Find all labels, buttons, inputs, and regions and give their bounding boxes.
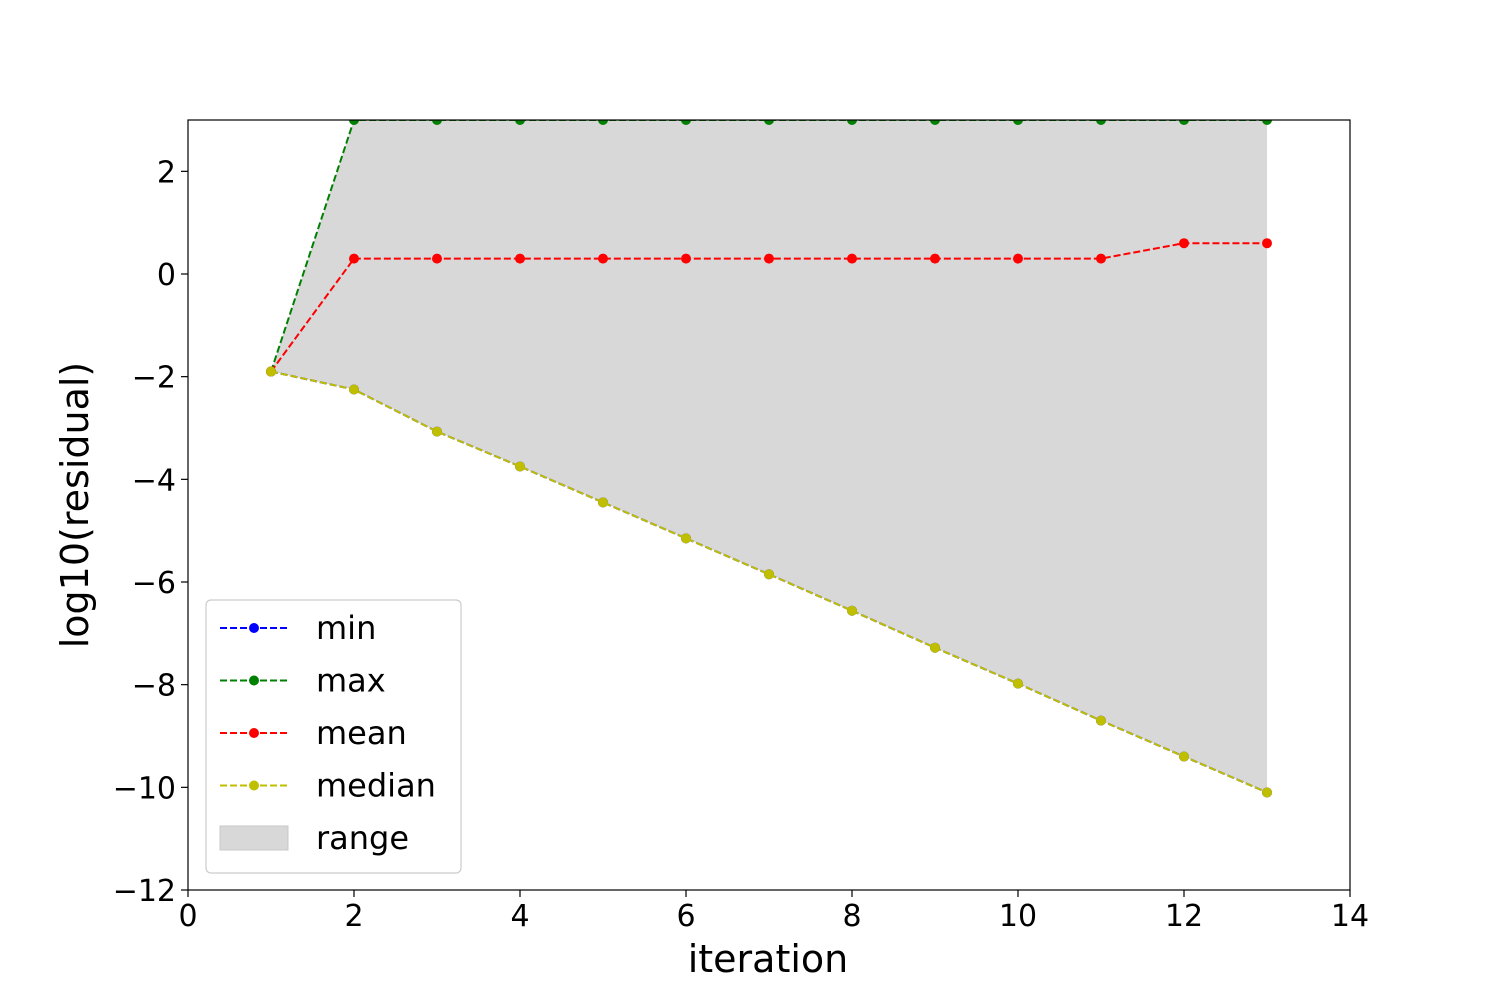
point-max-3 xyxy=(432,120,442,125)
point-max-12 xyxy=(1179,120,1189,125)
y-tick-label--6: −6 xyxy=(132,566,176,601)
point-max-8 xyxy=(847,120,857,125)
point-mean-2 xyxy=(349,253,359,264)
point-median-8 xyxy=(847,605,857,616)
point-median-4 xyxy=(515,461,525,472)
point-max-13 xyxy=(1262,120,1272,125)
range-band xyxy=(271,120,1267,793)
legend-marker-mean xyxy=(249,728,259,738)
x-tick-label-8: 8 xyxy=(842,899,861,934)
point-mean-3 xyxy=(432,253,442,264)
point-median-5 xyxy=(598,497,608,508)
x-axis-label: iteration xyxy=(688,937,849,981)
point-median-9 xyxy=(930,642,940,653)
point-mean-7 xyxy=(764,253,774,264)
axes-frame xyxy=(187,119,1351,891)
point-max-2 xyxy=(349,120,359,125)
x-tick-label-6: 6 xyxy=(676,899,695,934)
point-max-10 xyxy=(1013,120,1023,125)
point-mean-13 xyxy=(1262,238,1272,249)
x-tick-label-12: 12 xyxy=(1165,899,1203,934)
y-tick-label--2: −2 xyxy=(132,361,176,396)
point-mean-4 xyxy=(515,253,525,264)
point-max-4 xyxy=(515,120,525,125)
y-tick-label--8: −8 xyxy=(132,669,176,704)
legend-box xyxy=(205,599,462,874)
legend-swatch-range xyxy=(219,825,289,851)
point-median-7 xyxy=(764,569,774,580)
y-tick-label-2: 2 xyxy=(157,155,176,190)
plot-area xyxy=(266,120,1272,798)
point-median-6 xyxy=(681,533,691,544)
point-median-2 xyxy=(349,384,359,395)
legend-label-median: median xyxy=(316,767,436,805)
legend-label-range: range xyxy=(316,819,409,857)
point-median-11 xyxy=(1096,715,1106,726)
point-median-12 xyxy=(1179,751,1189,762)
point-mean-10 xyxy=(1013,253,1023,264)
plot-clipped-group xyxy=(266,120,1272,798)
x-tick-label-0: 0 xyxy=(178,899,197,934)
point-median-1 xyxy=(266,366,276,377)
legend: min max mean median range xyxy=(205,599,462,874)
y-tick-label--12: −12 xyxy=(113,874,176,909)
point-max-11 xyxy=(1096,120,1106,125)
point-max-9 xyxy=(930,120,940,125)
axes: 0 2 4 6 8 10 12 14 −12 −10 −8 −6 −4 −2 0 2 xyxy=(113,119,1369,934)
point-mean-8 xyxy=(847,253,857,264)
x-tick-label-4: 4 xyxy=(510,899,529,934)
legend-label-mean: mean xyxy=(316,714,407,752)
legend-label-min: min xyxy=(316,609,376,647)
x-tick-label-10: 10 xyxy=(999,899,1037,934)
point-mean-11 xyxy=(1096,253,1106,264)
legend-marker-min xyxy=(249,623,259,633)
x-tick-label-14: 14 xyxy=(1331,899,1369,934)
point-max-6 xyxy=(681,120,691,125)
y-tick-label--4: −4 xyxy=(132,463,176,498)
y-axis-label: log10(residual) xyxy=(53,362,97,649)
legend-label-max: max xyxy=(316,662,386,700)
point-mean-6 xyxy=(681,253,691,264)
point-median-10 xyxy=(1013,678,1023,689)
y-tick-label--10: −10 xyxy=(113,771,176,806)
point-mean-9 xyxy=(930,253,940,264)
point-mean-5 xyxy=(598,253,608,264)
x-tick-label-2: 2 xyxy=(344,899,363,934)
point-max-5 xyxy=(598,120,608,125)
point-max-7 xyxy=(764,120,774,125)
legend-marker-median xyxy=(249,780,259,791)
legend-marker-max xyxy=(249,675,259,686)
y-tick-label-0: 0 xyxy=(157,258,176,293)
point-median-3 xyxy=(432,426,442,437)
point-mean-12 xyxy=(1179,238,1189,249)
point-median-13 xyxy=(1262,787,1272,798)
